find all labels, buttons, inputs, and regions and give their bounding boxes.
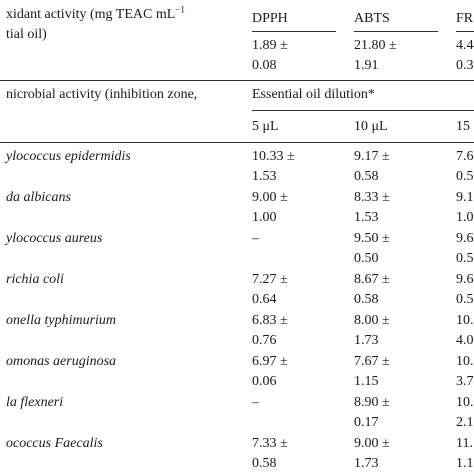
section-divider bbox=[0, 80, 474, 81]
dpph-sd: 0.08 bbox=[252, 58, 277, 73]
column-rule-fr bbox=[456, 31, 474, 32]
sd-10ul: 0.58 bbox=[354, 292, 379, 307]
antioxidant-header: xidant activity (mg TEAC mL−1 bbox=[6, 4, 185, 24]
organism-name: onella typhimurium bbox=[6, 313, 117, 328]
sd-15ul: 0.5 bbox=[456, 251, 474, 266]
value-15ul: 10. bbox=[456, 395, 474, 410]
dilution-10: 10 μL bbox=[354, 119, 388, 134]
sd-10ul: 1.73 bbox=[354, 456, 379, 471]
value-10ul: 8.33 ± bbox=[354, 190, 390, 205]
column-dpph: DPPH bbox=[252, 11, 288, 26]
antimicrobial-header: nicrobial activity (inhibition zone, bbox=[6, 87, 198, 102]
sd-15ul: 1.1 bbox=[456, 456, 474, 471]
antioxidant-header-line1: xidant activity (mg TEAC mL bbox=[6, 7, 176, 22]
organism-name: richia coli bbox=[6, 272, 64, 287]
value-10ul: 7.67 ± bbox=[354, 354, 390, 369]
value-5ul: 10.33 ± bbox=[252, 149, 295, 164]
value-5ul: 6.97 ± bbox=[252, 354, 288, 369]
sd-5ul: 0.64 bbox=[252, 292, 277, 307]
dpph-value: 1.89 ± bbox=[252, 38, 288, 53]
fr-value: 4.4 bbox=[456, 38, 474, 53]
value-10ul: 9.00 ± bbox=[354, 436, 390, 451]
value-15ul: 7.6 bbox=[456, 149, 474, 164]
dilution-rule bbox=[252, 110, 474, 111]
dilution-15: 15 bbox=[456, 119, 470, 134]
value-15ul: 11. bbox=[456, 436, 473, 451]
sd-10ul: 1.73 bbox=[354, 333, 379, 348]
column-rule-dpph bbox=[252, 31, 336, 32]
sd-15ul: 0.5 bbox=[456, 292, 474, 307]
sd-5ul: 1.53 bbox=[252, 169, 277, 184]
sd-5ul: 0.06 bbox=[252, 374, 277, 389]
value-5ul: – bbox=[252, 231, 259, 246]
antioxidant-header-superscript: −1 bbox=[175, 4, 185, 15]
antioxidant-header-line2: tial oil) bbox=[6, 27, 47, 42]
value-15ul: 10. bbox=[456, 313, 474, 328]
sd-5ul: 0.76 bbox=[252, 333, 277, 348]
dilution-5: 5 μL bbox=[252, 119, 279, 134]
sd-10ul: 0.58 bbox=[354, 169, 379, 184]
organism-name: omonas aeruginosa bbox=[6, 354, 117, 369]
sd-5ul: 0.58 bbox=[252, 456, 277, 471]
value-15ul: 9.1 bbox=[456, 190, 474, 205]
column-rule-abts bbox=[354, 31, 438, 32]
sd-15ul: 1.0 bbox=[456, 210, 474, 225]
abts-sd: 1.91 bbox=[354, 58, 379, 73]
sd-15ul: 4.0 bbox=[456, 333, 474, 348]
value-15ul: 9.6 bbox=[456, 272, 474, 287]
value-15ul: 10. bbox=[456, 354, 474, 369]
fr-sd: 0.3 bbox=[456, 58, 474, 73]
value-10ul: 8.67 ± bbox=[354, 272, 390, 287]
dilution-header: Essential oil dilution* bbox=[252, 87, 375, 102]
sd-5ul: 1.00 bbox=[252, 210, 277, 225]
value-5ul: 9.00 ± bbox=[252, 190, 288, 205]
sd-10ul: 1.53 bbox=[354, 210, 379, 225]
organism-name: la flexneri bbox=[6, 395, 64, 410]
organism-name: ylococcus aureus bbox=[6, 231, 103, 246]
sd-10ul: 0.50 bbox=[354, 251, 379, 266]
value-5ul: 7.33 ± bbox=[252, 436, 288, 451]
organism-name: ococcus Faecalis bbox=[6, 436, 103, 451]
sd-15ul: 0.5 bbox=[456, 169, 474, 184]
sd-10ul: 1.15 bbox=[354, 374, 379, 389]
value-10ul: 9.17 ± bbox=[354, 149, 390, 164]
value-10ul: 9.50 ± bbox=[354, 231, 390, 246]
value-10ul: 8.00 ± bbox=[354, 313, 390, 328]
abts-value: 21.80 ± bbox=[354, 38, 397, 53]
value-5ul: 7.27 ± bbox=[252, 272, 288, 287]
value-15ul: 9.6 bbox=[456, 231, 474, 246]
column-fr: FR bbox=[456, 11, 474, 26]
sd-10ul: 0.17 bbox=[354, 415, 379, 430]
value-10ul: 8.90 ± bbox=[354, 395, 390, 410]
organism-name: da albicans bbox=[6, 190, 71, 205]
column-abts: ABTS bbox=[354, 11, 390, 26]
header-rule bbox=[0, 142, 474, 143]
sd-15ul: 2.1 bbox=[456, 415, 474, 430]
value-5ul: 6.83 ± bbox=[252, 313, 288, 328]
sd-15ul: 3.7 bbox=[456, 374, 474, 389]
value-5ul: – bbox=[252, 395, 259, 410]
organism-name: ylococcus epidermidis bbox=[6, 149, 131, 164]
